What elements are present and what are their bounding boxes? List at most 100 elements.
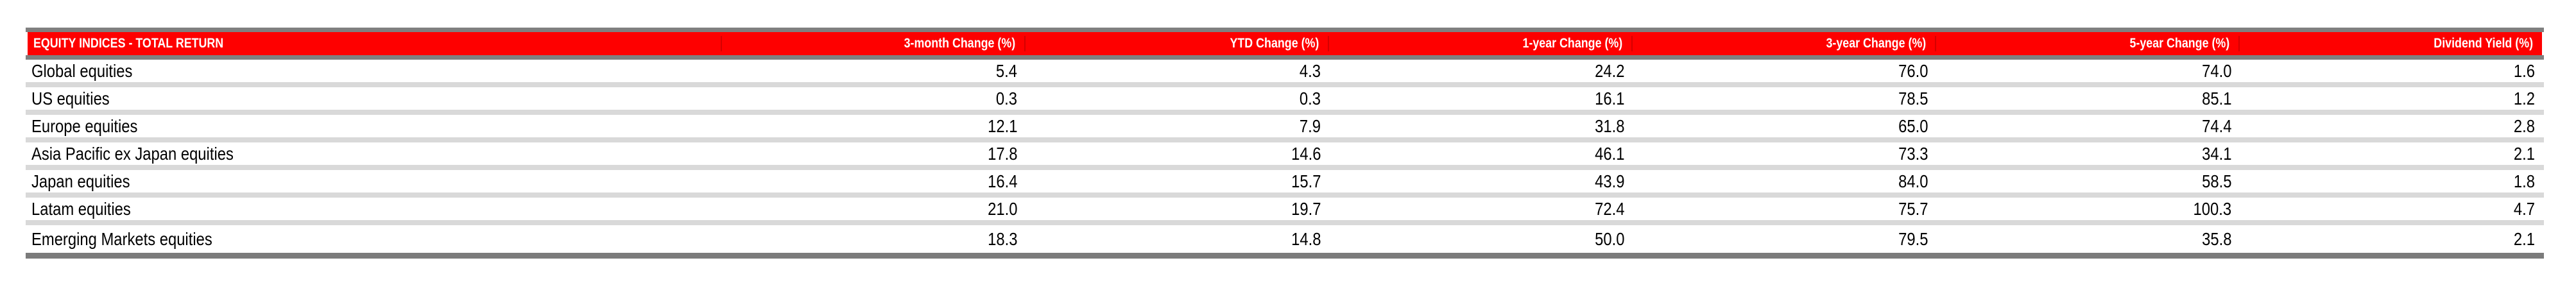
- value-cell: 73.3: [1633, 144, 1937, 164]
- value: 78.5: [1898, 88, 1928, 108]
- value: 4.7: [2513, 198, 2535, 219]
- value: 5.4: [995, 60, 1017, 81]
- value-cell: 76.0: [1633, 61, 1937, 81]
- column-header-5: 5-year Change (%): [1935, 36, 2238, 51]
- value-cell: 84.0: [1633, 171, 1937, 192]
- table-title-cell: EQUITY INDICES - TOTAL RETURN: [28, 36, 721, 51]
- column-header-label: 1-year Change (%): [1522, 36, 1622, 51]
- value: 14.6: [1291, 143, 1321, 164]
- value: 18.3: [987, 228, 1017, 249]
- row-label-cell: Emerging Markets equities: [26, 229, 723, 250]
- value-cell: 14.8: [1026, 229, 1330, 250]
- value: 21.0: [987, 198, 1017, 219]
- row-label-cell: Asia Pacific ex Japan equities: [26, 144, 723, 164]
- value: 12.1: [987, 115, 1017, 136]
- value: 0.3: [1299, 88, 1321, 108]
- value-cell: 2.1: [2240, 229, 2544, 250]
- value: 35.8: [2201, 228, 2231, 249]
- value: 84.0: [1898, 171, 1928, 191]
- value: 65.0: [1898, 115, 1928, 136]
- value-cell: 7.9: [1026, 116, 1330, 137]
- value-cell: 0.3: [723, 89, 1026, 109]
- value-cell: 85.1: [1937, 89, 2240, 109]
- value-cell: 4.3: [1026, 61, 1330, 81]
- row-label-cell: Global equities: [26, 61, 723, 81]
- column-header-label: 5-year Change (%): [2129, 36, 2229, 51]
- value-cell: 2.1: [2240, 144, 2544, 164]
- value: 31.8: [1594, 115, 1624, 136]
- value: 75.7: [1898, 198, 1928, 219]
- value: 2.1: [2513, 228, 2535, 249]
- value-cell: 31.8: [1330, 116, 1633, 137]
- row-label: Global equities: [31, 60, 133, 81]
- row-label-cell: Japan equities: [26, 171, 723, 192]
- value-cell: 21.0: [723, 199, 1026, 219]
- value: 74.4: [2201, 115, 2231, 136]
- row-label-cell: US equities: [26, 89, 723, 109]
- value-cell: 75.7: [1633, 199, 1937, 219]
- value-cell: 65.0: [1633, 116, 1937, 137]
- value: 46.1: [1594, 143, 1624, 164]
- value: 16.1: [1594, 88, 1624, 108]
- value-cell: 74.0: [1937, 61, 2240, 81]
- value-cell: 46.1: [1330, 144, 1633, 164]
- row-label: US equities: [31, 88, 110, 108]
- table-header-band: EQUITY INDICES - TOTAL RETURN 3-month Ch…: [26, 28, 2544, 60]
- value: 79.5: [1898, 228, 1928, 249]
- row-label: Emerging Markets equities: [31, 228, 212, 249]
- column-header-2: YTD Change (%): [1024, 36, 1328, 51]
- value-cell: 43.9: [1330, 171, 1633, 192]
- value: 14.8: [1291, 228, 1321, 249]
- value-cell: 5.4: [723, 61, 1026, 81]
- value: 19.7: [1291, 198, 1321, 219]
- value: 1.6: [2513, 60, 2535, 81]
- column-header-label: Dividend Yield (%): [2434, 36, 2533, 51]
- value-cell: 35.8: [1937, 229, 2240, 250]
- value: 1.2: [2513, 88, 2535, 108]
- value-cell: 2.8: [2240, 116, 2544, 137]
- value-cell: 1.6: [2240, 61, 2544, 81]
- value: 76.0: [1898, 60, 1928, 81]
- table-row: Asia Pacific ex Japan equities 17.8 14.6 46…: [26, 142, 2544, 170]
- value: 2.8: [2513, 115, 2535, 136]
- column-header-6: Dividend Yield (%): [2238, 36, 2542, 51]
- value-cell: 1.8: [2240, 171, 2544, 192]
- table-row: Latam equities 21.0 19.7 72.4 75.7 100.3 4.7: [26, 198, 2544, 225]
- value: 16.4: [987, 171, 1017, 191]
- value: 100.3: [2193, 198, 2231, 219]
- value: 24.2: [1594, 60, 1624, 81]
- value-cell: 78.5: [1633, 89, 1937, 109]
- row-label: Japan equities: [31, 171, 130, 191]
- row-label: Europe equities: [31, 115, 138, 136]
- value: 7.9: [1299, 115, 1321, 136]
- value: 1.8: [2513, 171, 2535, 191]
- table-row: US equities 0.3 0.3 16.1 78.5 85.1 1.2: [26, 87, 2544, 115]
- value: 73.3: [1898, 143, 1928, 164]
- row-label-cell: Europe equities: [26, 116, 723, 137]
- table-row: Europe equities 12.1 7.9 31.8 65.0 74.4 2.8: [26, 115, 2544, 142]
- value-cell: 79.5: [1633, 229, 1937, 250]
- column-header-label: 3-month Change (%): [904, 36, 1015, 51]
- value: 43.9: [1594, 171, 1624, 191]
- value-cell: 74.4: [1937, 116, 2240, 137]
- value-cell: 4.7: [2240, 199, 2544, 219]
- table-row: Emerging Markets equities 18.3 14.8 50.0 79.…: [26, 225, 2544, 253]
- table-row: Global equities 5.4 4.3 24.2 76.0 74.0 1.6: [26, 60, 2544, 87]
- value: 85.1: [2201, 88, 2231, 108]
- value: 50.0: [1594, 228, 1624, 249]
- value: 17.8: [987, 143, 1017, 164]
- value-cell: 1.2: [2240, 89, 2544, 109]
- value-cell: 50.0: [1330, 229, 1633, 250]
- column-header-1: 3-month Change (%): [721, 36, 1024, 51]
- value-cell: 72.4: [1330, 199, 1633, 219]
- value-cell: 14.6: [1026, 144, 1330, 164]
- value: 74.0: [2201, 60, 2231, 81]
- value: 34.1: [2201, 143, 2231, 164]
- value-cell: 18.3: [723, 229, 1026, 250]
- value-cell: 12.1: [723, 116, 1026, 137]
- column-header-label: 3-year Change (%): [1826, 36, 1926, 51]
- value: 58.5: [2201, 171, 2231, 191]
- table-header-row: EQUITY INDICES - TOTAL RETURN 3-month Ch…: [28, 32, 2542, 55]
- value: 72.4: [1594, 198, 1624, 219]
- table-row: Japan equities 16.4 15.7 43.9 84.0 58.5 1.8: [26, 170, 2544, 198]
